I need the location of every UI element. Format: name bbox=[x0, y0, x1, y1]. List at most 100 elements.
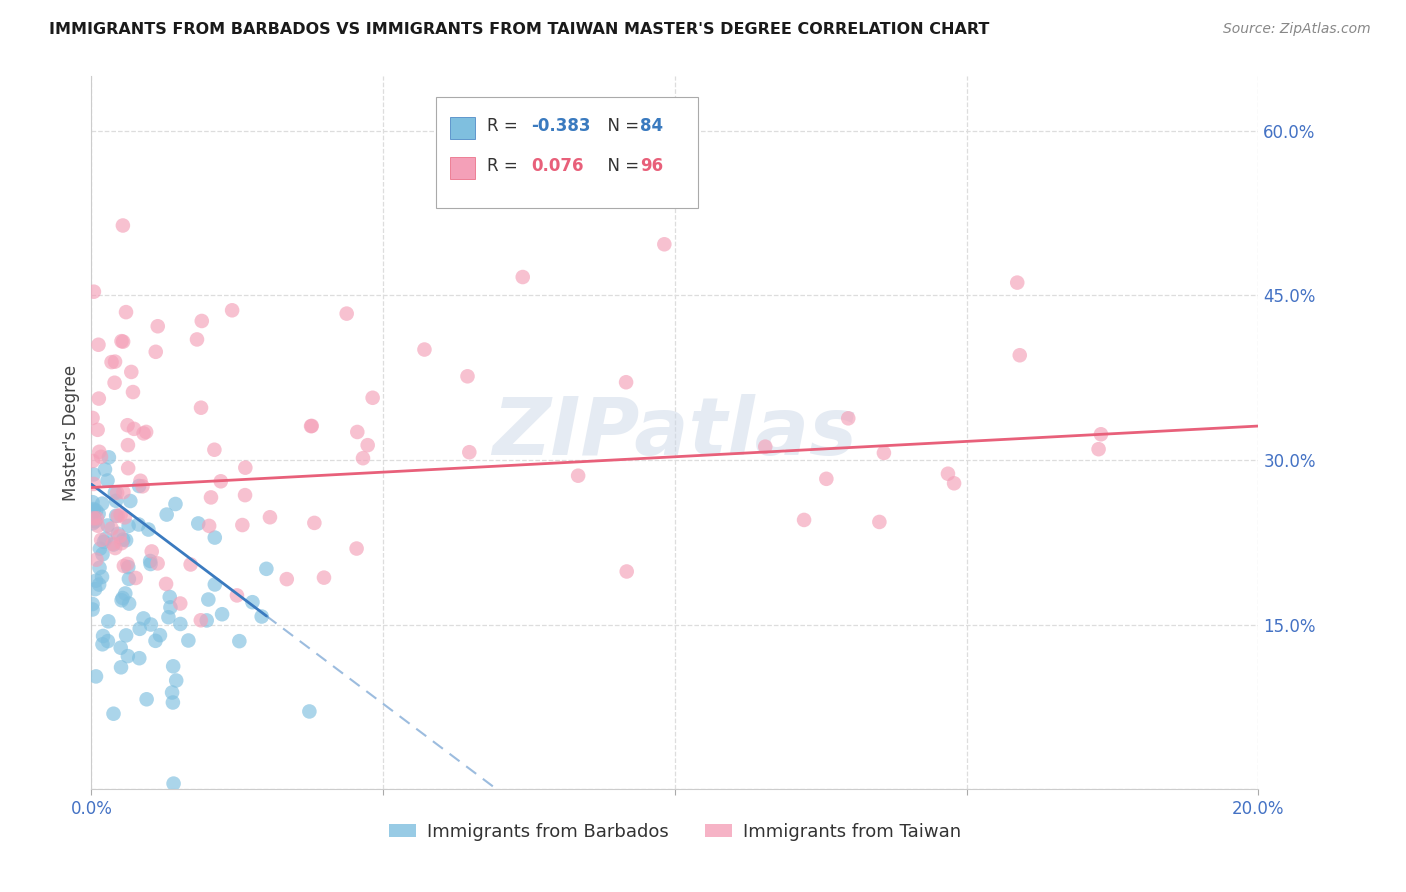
Point bbox=[115, 533, 138, 548]
Point bbox=[180, 558, 202, 572]
Point bbox=[132, 611, 155, 625]
Point bbox=[84, 514, 107, 528]
Point bbox=[82, 454, 104, 468]
Point bbox=[89, 444, 111, 458]
Point bbox=[91, 637, 114, 651]
Point bbox=[86, 423, 108, 437]
Point bbox=[83, 467, 105, 482]
Point bbox=[135, 692, 157, 706]
Point bbox=[352, 451, 374, 466]
Point bbox=[124, 571, 146, 585]
Point bbox=[221, 303, 243, 318]
Point bbox=[111, 219, 134, 233]
Point bbox=[346, 425, 368, 439]
Point bbox=[117, 418, 139, 433]
Point bbox=[231, 518, 253, 533]
Point bbox=[91, 629, 114, 643]
Text: R =: R = bbox=[486, 158, 529, 176]
Point bbox=[86, 552, 108, 566]
Point bbox=[616, 565, 638, 579]
Point bbox=[190, 613, 212, 627]
Point bbox=[336, 307, 359, 321]
Point bbox=[110, 334, 132, 348]
Point bbox=[457, 369, 479, 384]
Point bbox=[512, 270, 534, 285]
Text: ZIPatlas: ZIPatlas bbox=[492, 393, 858, 472]
Point bbox=[146, 319, 169, 334]
Point bbox=[86, 511, 108, 525]
Point bbox=[96, 474, 118, 488]
Point bbox=[202, 442, 225, 457]
Point bbox=[254, 562, 277, 576]
Point bbox=[304, 516, 326, 530]
Point bbox=[567, 468, 589, 483]
Point bbox=[157, 610, 180, 624]
Text: Source: ZipAtlas.com: Source: ZipAtlas.com bbox=[1223, 22, 1371, 37]
Text: N =: N = bbox=[596, 158, 644, 176]
Point bbox=[873, 446, 896, 460]
Point bbox=[131, 479, 153, 493]
Point bbox=[162, 776, 184, 790]
Point bbox=[90, 450, 112, 464]
Text: 84: 84 bbox=[640, 117, 664, 135]
Point bbox=[250, 609, 273, 624]
Point bbox=[165, 673, 187, 688]
Point bbox=[145, 633, 167, 648]
Point bbox=[104, 541, 127, 555]
Point bbox=[936, 467, 959, 481]
Point bbox=[204, 531, 226, 545]
Point bbox=[115, 628, 138, 642]
Point bbox=[110, 593, 132, 607]
Point bbox=[160, 685, 183, 699]
Point bbox=[94, 462, 117, 476]
Point bbox=[190, 401, 212, 415]
Point bbox=[87, 518, 110, 533]
Point bbox=[276, 572, 298, 586]
Point bbox=[82, 503, 104, 517]
Point bbox=[110, 640, 132, 655]
Point bbox=[198, 519, 221, 533]
Point bbox=[89, 541, 111, 556]
Point bbox=[91, 497, 114, 511]
Point bbox=[104, 485, 127, 500]
Point bbox=[361, 391, 384, 405]
FancyBboxPatch shape bbox=[450, 157, 475, 179]
Point bbox=[97, 518, 120, 533]
Point bbox=[793, 513, 815, 527]
Point bbox=[117, 560, 139, 574]
Point bbox=[120, 365, 142, 379]
Point bbox=[90, 533, 112, 547]
Point bbox=[458, 445, 481, 459]
Point bbox=[815, 472, 838, 486]
Point bbox=[187, 516, 209, 531]
Point bbox=[122, 385, 145, 400]
Point bbox=[103, 538, 125, 552]
Point bbox=[128, 517, 150, 532]
Point bbox=[301, 418, 323, 433]
Point bbox=[209, 475, 232, 489]
Point bbox=[346, 541, 368, 556]
Point bbox=[191, 314, 214, 328]
Point bbox=[195, 614, 218, 628]
Point bbox=[197, 592, 219, 607]
Point bbox=[129, 474, 152, 488]
Point bbox=[108, 529, 131, 543]
Point bbox=[83, 285, 105, 299]
Point bbox=[1007, 276, 1029, 290]
Point bbox=[128, 622, 150, 636]
Point bbox=[117, 557, 139, 571]
Point bbox=[103, 706, 125, 721]
Point bbox=[82, 597, 104, 611]
Point bbox=[82, 495, 104, 509]
Point bbox=[101, 537, 124, 551]
Point bbox=[128, 479, 150, 493]
Point bbox=[233, 460, 256, 475]
Point bbox=[93, 535, 115, 549]
Point bbox=[82, 411, 104, 425]
Point bbox=[868, 515, 890, 529]
Point bbox=[259, 510, 281, 524]
Point bbox=[614, 376, 637, 390]
Point bbox=[1090, 427, 1112, 442]
Point bbox=[111, 591, 134, 605]
Point bbox=[83, 502, 105, 516]
